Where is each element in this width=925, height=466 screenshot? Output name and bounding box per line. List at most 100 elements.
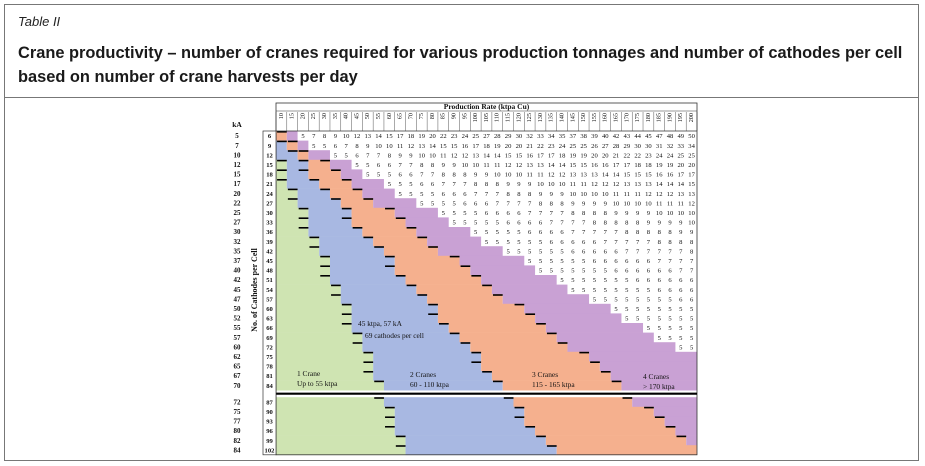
annotation: 1 Crane: [297, 369, 321, 378]
cell-value: 18: [645, 162, 652, 169]
cell-value: 14: [375, 133, 382, 140]
rate-label: 150: [580, 113, 587, 122]
cell-value: 6: [409, 172, 413, 179]
cell-value: 5: [539, 258, 543, 265]
cell-value: 6: [560, 229, 564, 236]
cell-value: 6: [658, 287, 662, 294]
cell-value: 7: [690, 268, 694, 275]
crane-zone: [470, 342, 568, 353]
crane-zone: [286, 169, 309, 180]
cell-value: 6: [442, 191, 446, 198]
crane-zone: [653, 406, 697, 417]
cell-value: 14: [559, 162, 566, 169]
cell-value: 12: [451, 152, 458, 159]
cell-value: 5: [593, 296, 597, 303]
cell-value: 6: [647, 268, 651, 275]
cell-value: 23: [451, 133, 458, 140]
cell-value: 9: [560, 191, 564, 198]
cell-value: 7: [647, 239, 651, 246]
cell-value: 6: [517, 220, 521, 227]
cell-value: 25: [678, 152, 685, 159]
crane-zone: [319, 179, 352, 189]
crane-zone: [351, 207, 395, 218]
cell-value: 5: [474, 220, 478, 227]
crane-zone: [340, 284, 417, 295]
cell-value: 7: [560, 210, 564, 217]
cell-value: 5: [571, 277, 575, 284]
rate-label: 185: [656, 113, 663, 122]
cell-value: 12: [548, 172, 555, 179]
crane-zone: [416, 284, 492, 295]
annotation: 2 Cranes: [410, 370, 436, 379]
cell-value: 27: [483, 133, 490, 140]
cell-value: 22: [634, 152, 641, 159]
cell-value: 9: [636, 210, 640, 217]
cell-value: 10: [472, 162, 479, 169]
header: Production Rate (ktpa Cu): [444, 102, 530, 111]
cell-value: 10: [591, 191, 598, 198]
cell-value: 44: [634, 133, 641, 140]
cell-value: 6: [334, 143, 338, 150]
crane-zone: [276, 265, 330, 276]
cell-value: 10: [386, 143, 393, 150]
cell-value: 43: [624, 133, 631, 140]
crane-zone: [686, 435, 697, 446]
cell-value: 9: [398, 152, 402, 159]
crane-zone: [405, 445, 557, 456]
cell-value: 11: [526, 172, 532, 179]
crane-zone: [276, 236, 320, 247]
cell-value: 9: [539, 191, 543, 198]
crane-zone: [308, 150, 330, 161]
cathode-value: 60: [266, 306, 273, 313]
rate-label: 130: [537, 113, 544, 122]
cell-value: 6: [679, 277, 683, 284]
crane-zone: [383, 246, 438, 257]
cell-value: 5: [593, 287, 597, 294]
cell-value: 34: [688, 143, 695, 150]
cell-value: 7: [506, 200, 510, 207]
cell-value: 17: [678, 172, 685, 179]
cell-value: 5: [636, 316, 640, 323]
cell-value: 7: [614, 229, 618, 236]
cell-value: 7: [409, 162, 413, 169]
crane-zone: [394, 416, 525, 427]
cathode-value: 84: [266, 383, 273, 390]
cell-value: 11: [537, 172, 543, 179]
cell-value: 7: [496, 200, 500, 207]
annotation: Up to 55 ktpa: [297, 379, 338, 388]
cathode-value: 6: [268, 133, 272, 140]
cathode-value: 72: [266, 344, 273, 351]
crane-zone: [459, 255, 525, 266]
cell-value: 20: [429, 133, 436, 140]
crane-zone: [491, 371, 611, 381]
rate-label: 20: [299, 113, 306, 119]
ka-value: 70: [234, 382, 242, 390]
cell-value: 13: [634, 181, 641, 188]
cell-value: 5: [474, 229, 478, 236]
cell-value: 5: [625, 316, 629, 323]
crane-zone: [351, 217, 406, 228]
cell-value: 19: [656, 162, 663, 169]
cell-value: 6: [506, 220, 510, 227]
crane-zone: [276, 198, 298, 209]
cell-value: 9: [658, 220, 662, 227]
crane-zone: [297, 150, 309, 161]
cell-value: 9: [409, 152, 413, 159]
cell-value: 17: [613, 162, 620, 169]
crane-zone: [276, 188, 298, 199]
crane-zone: [383, 380, 503, 391]
cell-value: 21: [526, 143, 533, 150]
cell-value: 6: [593, 239, 597, 246]
cell-value: 5: [528, 239, 532, 246]
crane-zone: [297, 198, 341, 209]
cell-value: 8: [593, 220, 597, 227]
cell-value: 15: [440, 143, 447, 150]
cell-value: 5: [690, 325, 694, 332]
crane-zone: [437, 246, 503, 257]
rate-label: 80: [429, 113, 436, 119]
rate-label: 140: [558, 113, 565, 122]
crane-zone: [276, 275, 330, 285]
cell-value: 6: [690, 277, 694, 284]
crane-zone: [286, 131, 298, 141]
cell-value: 7: [679, 268, 683, 275]
